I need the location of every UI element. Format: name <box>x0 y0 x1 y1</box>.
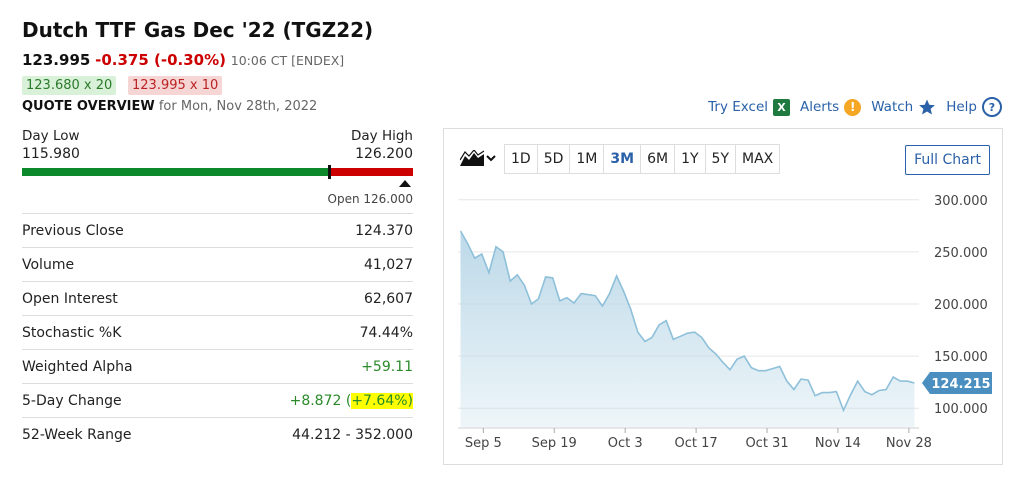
stats-value-text: 74.44% <box>359 324 413 341</box>
open-price-marker <box>399 180 412 187</box>
y-tick-label: 200.000 <box>934 298 988 313</box>
period-button-6m[interactable]: 6M <box>641 145 676 173</box>
stats-value-text: +8.872 ( <box>289 392 352 409</box>
quote-overview-label: QUOTE OVERVIEW <box>22 99 155 114</box>
period-button-5y[interactable]: 5Y <box>706 145 736 173</box>
stats-row: Previous Close 124.370 <box>22 213 413 247</box>
page-title: Dutch TTF Gas Dec '22 (TGZ22) <box>22 18 374 42</box>
full-chart-button[interactable]: Full Chart <box>905 145 990 175</box>
help-label: Help <box>946 99 977 115</box>
y-tick-label: 250.000 <box>934 246 988 261</box>
help-icon: ? <box>982 97 1002 117</box>
x-tick-label: Sep 19 <box>532 436 577 451</box>
current-price-marker <box>327 165 331 179</box>
stats-value-text: 124.370 <box>355 222 413 239</box>
chevron-down-icon <box>486 155 496 162</box>
top-links: Try Excel X Alerts ! Watch Help ? <box>708 97 1002 117</box>
price-chart: 300.000 250.000 200.000 150.000 100.000 Sep 5… <box>458 194 992 451</box>
try-excel-link[interactable]: Try Excel X <box>708 98 791 116</box>
alert-icon: ! <box>844 98 862 116</box>
stats-label: 52-Week Range <box>22 426 132 443</box>
day-low-value: 115.980 <box>22 146 80 162</box>
x-tick-label: Oct 31 <box>745 436 788 451</box>
x-tick-label: Nov 14 <box>815 436 861 451</box>
stats-value: 74.44% <box>360 325 413 341</box>
stats-value-text: 62,607 <box>364 290 413 307</box>
try-excel-label: Try Excel <box>708 99 769 115</box>
period-button-5d[interactable]: 5D <box>538 145 571 173</box>
y-tick-label: 300.000 <box>934 194 988 209</box>
x-tick-label: Oct 3 <box>608 436 643 451</box>
ask-size: 123.995 x 10 <box>128 76 223 95</box>
price-area <box>460 231 915 427</box>
stats-label: Volume <box>22 256 75 273</box>
stats-value: 62,607 <box>364 291 413 307</box>
stats-row: Open Interest 62,607 <box>22 281 413 315</box>
stats-row: 5-Day Change +8.872 (+7.64%) <box>22 383 413 417</box>
price-line <box>459 230 915 413</box>
alerts-link[interactable]: Alerts ! <box>800 98 862 116</box>
stats-label: Previous Close <box>22 222 124 239</box>
last-value-label: 124.215 <box>931 377 990 392</box>
stats-label: 5-Day Change <box>22 392 122 409</box>
quote-overview-heading: QUOTE OVERVIEW for Mon, Nov 28th, 2022 <box>22 99 317 114</box>
day-low-label: Day Low <box>22 128 80 144</box>
day-range-fill <box>22 168 329 176</box>
stats-value: 44.212 - 352.000 <box>292 427 413 443</box>
watch-link[interactable]: Watch <box>871 98 936 116</box>
stats-value-text: +59.11 <box>361 358 413 375</box>
stats-value-highlight: +7.64%) <box>351 392 413 409</box>
stats-value: 124.370 <box>355 223 413 239</box>
period-button-1d[interactable]: 1D <box>505 145 538 173</box>
stats-label: Stochastic %K <box>22 324 122 341</box>
excel-icon: X <box>773 98 791 116</box>
mountain-chart-icon <box>460 150 484 166</box>
y-tick-label: 100.000 <box>934 402 988 417</box>
stats-value: +59.11 <box>361 359 413 375</box>
x-tick-label: Nov 28 <box>886 436 932 451</box>
period-button-max[interactable]: MAX <box>742 151 774 167</box>
stats-value: 41,027 <box>364 257 413 273</box>
x-tick-label: Oct 17 <box>675 436 718 451</box>
stats-label: Open Interest <box>22 290 118 307</box>
stats-row: Weighted Alpha +59.11 <box>22 349 413 383</box>
day-range-bar <box>22 165 413 179</box>
chart-type-selector[interactable] <box>460 146 496 170</box>
y-tick-label: 150.000 <box>934 350 988 365</box>
open-price-label: Open 126.000 <box>327 192 414 206</box>
period-button-1y[interactable]: 1Y <box>675 145 706 173</box>
period-button-3m[interactable]: 3M <box>604 145 642 173</box>
quote-time: 10:06 CT [ENDEX] <box>230 53 345 68</box>
period-button-1m[interactable]: 1M <box>570 145 605 173</box>
last-price: 123.995 <box>22 51 91 69</box>
help-link[interactable]: Help ? <box>946 97 1002 117</box>
stats-row: 52-Week Range 44.212 - 352.000 <box>22 417 413 451</box>
period-selector: 1D 5D 1M 3M 6M 1Y 5Y MAX <box>504 144 781 174</box>
stats-value-text: 44.212 - 352.000 <box>292 426 413 443</box>
day-high-value: 126.200 <box>355 146 413 162</box>
price-change: -0.375 (-0.30%) <box>95 51 226 69</box>
stats-value-text: 41,027 <box>364 256 413 273</box>
watch-label: Watch <box>871 99 914 115</box>
day-high-label: Day High <box>351 128 413 144</box>
x-tick-label: Sep 5 <box>465 436 502 451</box>
alerts-label: Alerts <box>800 99 840 115</box>
stats-table: Previous Close 124.370 Volume 41,027 Open In… <box>22 213 413 451</box>
bid-size: 123.680 x 20 <box>22 76 117 95</box>
star-icon <box>919 99 936 115</box>
stats-label: Weighted Alpha <box>22 358 133 375</box>
stats-row: Volume 41,027 <box>22 247 413 281</box>
quote-overview-date: for Mon, Nov 28th, 2022 <box>158 99 318 114</box>
stats-value: +8.872 (+7.64%) <box>289 392 413 409</box>
price-line: 123.995 -0.375 (-0.30%) 10:06 CT [ENDEX] <box>22 51 344 69</box>
last-value-tag <box>922 371 992 394</box>
stats-row: Stochastic %K 74.44% <box>22 315 413 349</box>
price-chart-panel: 300.000 250.000 200.000 150.000 100.000 Sep 5… <box>443 128 1003 465</box>
